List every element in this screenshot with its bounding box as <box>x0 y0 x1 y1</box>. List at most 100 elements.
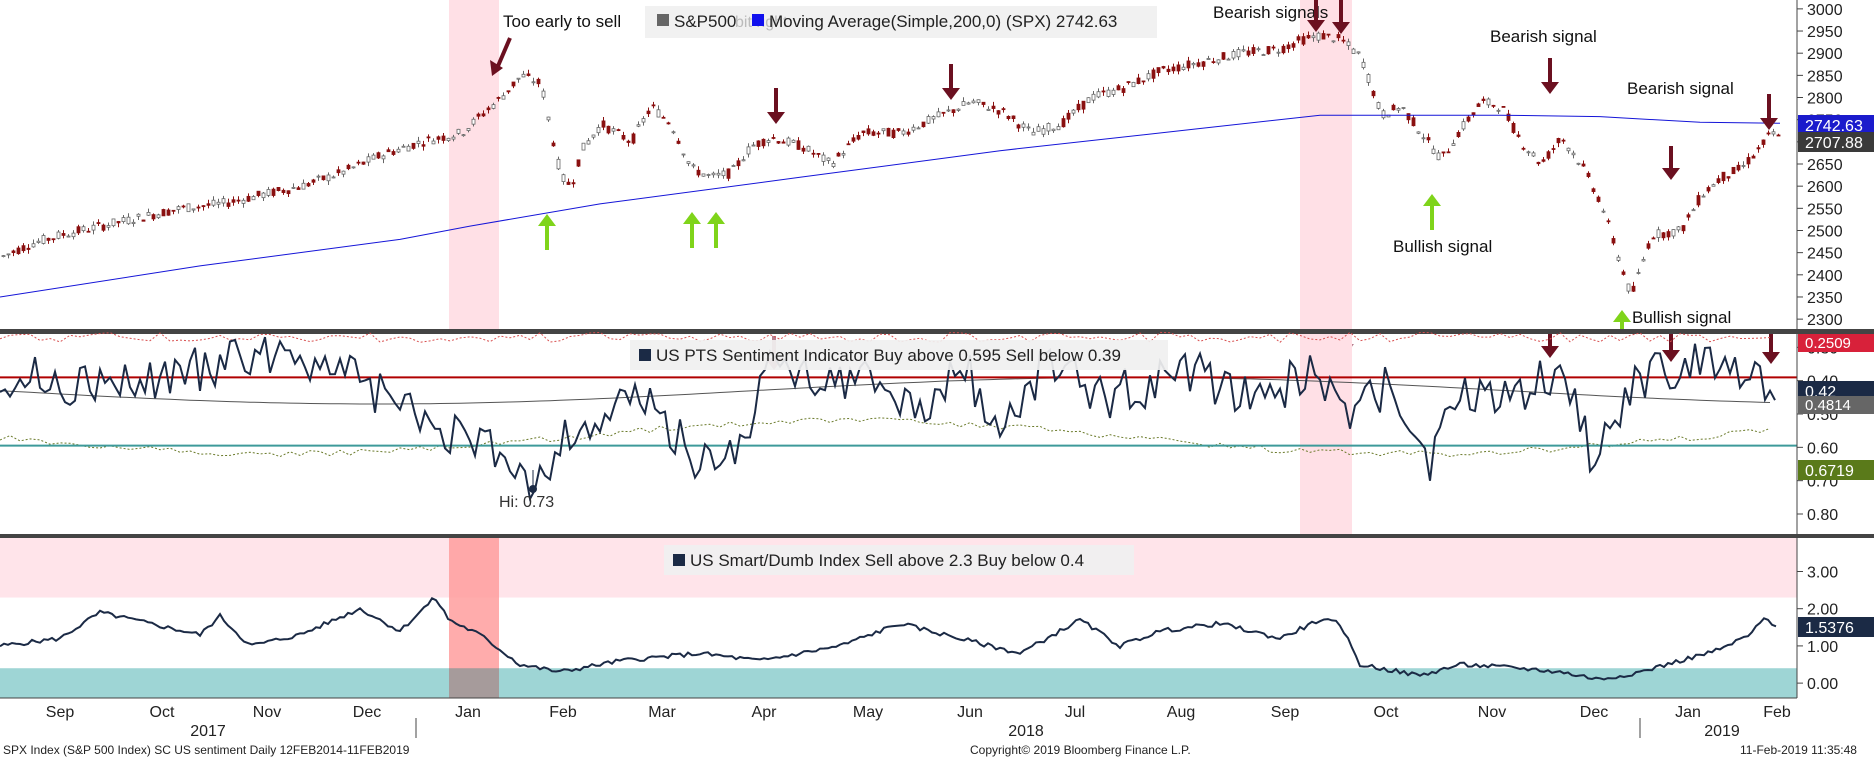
price-candle <box>511 81 516 87</box>
price-candle <box>286 190 291 195</box>
arrow-up-head-icon <box>1423 194 1441 206</box>
annotation-bullish-signal-dec: Bullish signal <box>1632 308 1731 327</box>
price-candle <box>871 131 876 136</box>
price-candle <box>1426 137 1431 141</box>
x-month-label: Jan <box>1675 704 1701 721</box>
price-candle <box>1091 93 1096 101</box>
footer-right: 11-Feb-2019 11:35:48 <box>1740 743 1857 757</box>
price-candle <box>1021 123 1026 128</box>
price-candle <box>491 104 496 109</box>
price-candle <box>1636 272 1641 274</box>
price-candle <box>656 109 661 118</box>
price-candle <box>1156 67 1161 74</box>
price-candle <box>1611 238 1616 244</box>
price-ytick-label: 2400 <box>1807 268 1843 285</box>
price-candle <box>1711 184 1716 187</box>
price-candle <box>226 202 231 207</box>
arrow-up-head-icon <box>1613 310 1631 322</box>
price-candle <box>1526 151 1531 154</box>
price-candle <box>506 90 511 93</box>
price-candle <box>601 120 606 128</box>
arrow-down-head-icon <box>1662 168 1680 180</box>
pts-mid-label: 0.4814 <box>1805 397 1851 414</box>
price-candle <box>551 142 556 147</box>
price-candle <box>1106 89 1111 97</box>
price-candle <box>1496 109 1501 112</box>
price-candle <box>806 145 811 152</box>
price-candle <box>1306 35 1311 39</box>
price-candle <box>761 138 766 147</box>
price-candle <box>1116 85 1121 91</box>
price-candle <box>936 111 941 118</box>
price-candle <box>531 81 536 84</box>
price-candle <box>471 118 476 125</box>
price-candle <box>1316 32 1321 41</box>
price-candle <box>1216 59 1221 64</box>
x-month-label: Feb <box>1763 704 1791 721</box>
price-candle <box>191 208 196 211</box>
x-year-label: 2017 <box>190 723 226 740</box>
price-candle <box>1481 98 1486 101</box>
price-candle <box>346 164 351 170</box>
price-candle <box>441 135 446 141</box>
price-candle <box>241 199 246 204</box>
price-candle <box>406 145 411 152</box>
price-candle <box>651 104 656 107</box>
price-candle <box>1431 148 1436 154</box>
pts-lower-label: 0.6719 <box>1805 463 1854 480</box>
price-candle <box>496 97 501 99</box>
price-candle <box>1006 115 1011 120</box>
price-candle <box>271 188 276 196</box>
pts-upper-band <box>0 331 1771 343</box>
price-candle <box>1501 106 1506 108</box>
x-year-label: 2018 <box>1008 723 1044 740</box>
price-candle <box>706 174 711 176</box>
price-candle <box>1461 121 1466 130</box>
annotation-bearish-signal-nov: Bearish signal <box>1490 27 1597 46</box>
price-candle <box>1161 66 1166 69</box>
x-month-label: Apr <box>752 704 778 721</box>
x-axis: Sep Oct Nov Dec Jan Feb Mar Apr May Jun Jul Aug Sep O… <box>46 704 1791 740</box>
price-candle <box>1101 90 1106 93</box>
price-candle <box>1081 100 1086 110</box>
smartdumb-line <box>0 597 1777 681</box>
price-candle <box>1336 34 1341 39</box>
price-candle <box>711 172 716 176</box>
price-candle <box>476 113 481 117</box>
price-candle <box>911 126 916 131</box>
price-candle <box>1031 131 1036 136</box>
arrow-down-head-icon <box>1307 20 1325 32</box>
price-candle <box>1536 161 1541 165</box>
price-candle <box>976 99 981 104</box>
price-last-label: 2707.88 <box>1805 135 1863 152</box>
price-candle <box>461 134 466 137</box>
price-candle <box>856 135 861 140</box>
price-candle <box>876 132 881 135</box>
smartdumb-ytick-label: 0.00 <box>1807 676 1838 693</box>
price-candle <box>621 135 626 140</box>
x-month-label: Mar <box>648 704 676 721</box>
price-candle <box>691 164 696 167</box>
price-candle <box>426 136 431 139</box>
price-candle <box>1451 143 1456 146</box>
price-candle <box>291 187 296 189</box>
price-candle <box>1491 104 1496 107</box>
arrow-down-head-icon <box>1541 82 1559 94</box>
price-candle <box>1071 109 1076 114</box>
x-month-label: Sep <box>46 704 75 721</box>
price-candle <box>606 125 611 134</box>
price-candle <box>1226 58 1231 61</box>
smartdumb-ytick-label: 2.00 <box>1807 602 1838 619</box>
price-candle <box>1441 151 1446 154</box>
x-month-label: Jan <box>455 704 481 721</box>
price-candle <box>1351 48 1356 54</box>
price-candle <box>336 169 341 174</box>
price-candle <box>161 209 166 217</box>
price-candle <box>1736 164 1741 171</box>
price-candle <box>736 160 741 167</box>
x-month-label: Feb <box>549 704 577 721</box>
price-candle <box>1011 115 1016 120</box>
price-candle <box>436 136 441 140</box>
price-candle <box>1136 77 1141 85</box>
price-candle <box>1366 74 1371 83</box>
